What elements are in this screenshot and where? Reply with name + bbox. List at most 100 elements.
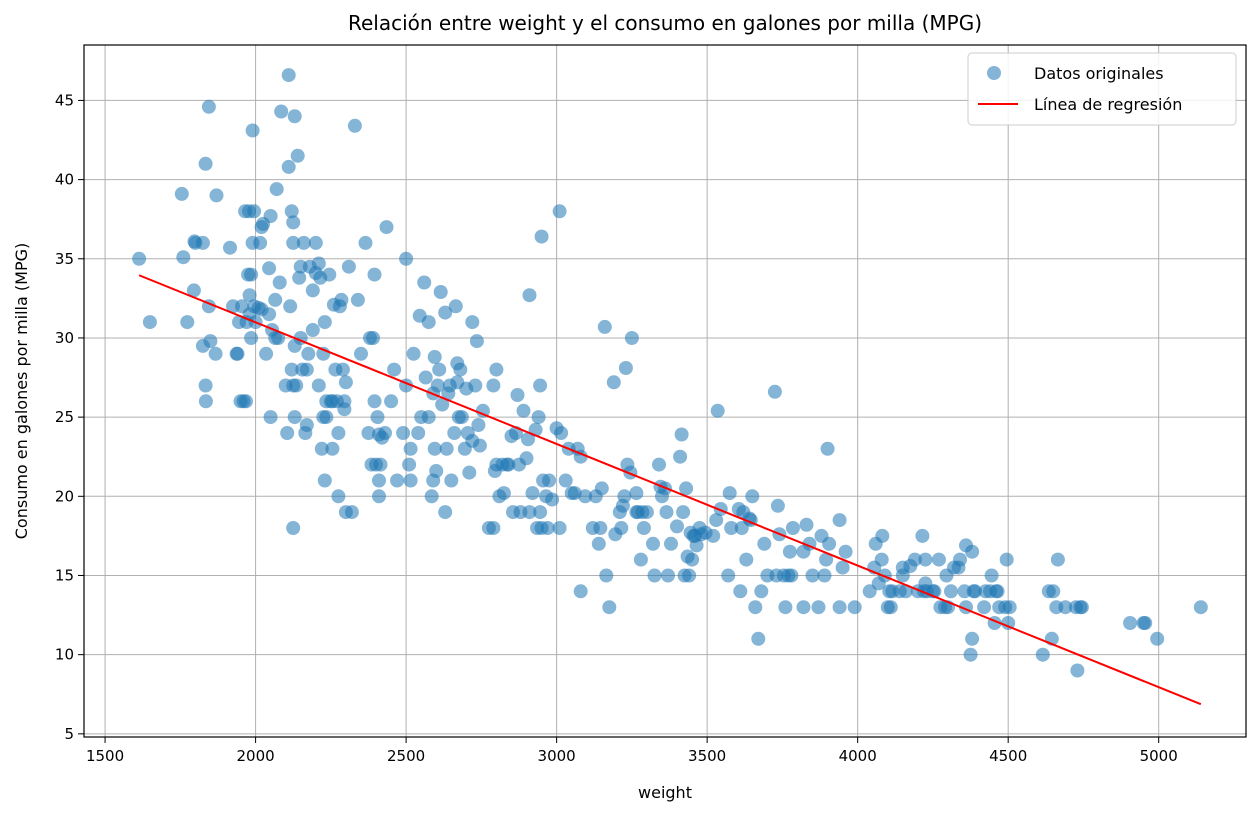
data-point	[757, 536, 772, 551]
scatter-points	[132, 68, 1208, 678]
x-tick-label: 2000	[236, 747, 274, 765]
data-point	[286, 521, 301, 535]
data-point	[314, 441, 329, 456]
data-point	[915, 528, 930, 543]
data-point	[317, 473, 332, 488]
y-tick-label: 25	[55, 408, 74, 426]
data-point	[745, 489, 760, 504]
data-point	[325, 441, 340, 456]
data-point	[895, 568, 910, 583]
data-point	[448, 299, 463, 314]
data-point	[652, 457, 666, 472]
data-point	[384, 394, 399, 409]
y-tick-label: 35	[55, 250, 74, 268]
x-tick-label: 3000	[538, 747, 576, 765]
data-point	[317, 315, 332, 330]
data-point	[629, 486, 644, 501]
data-point	[290, 148, 305, 163]
data-point	[679, 481, 694, 496]
data-point	[545, 492, 560, 507]
data-point	[1058, 600, 1073, 615]
data-point	[263, 209, 278, 223]
data-point	[475, 403, 490, 418]
data-point	[361, 426, 376, 440]
data-point	[286, 235, 301, 250]
data-point	[132, 251, 147, 266]
data-point	[429, 464, 444, 478]
data-point	[709, 513, 724, 528]
data-point	[372, 473, 386, 488]
data-point	[271, 331, 286, 345]
data-point	[269, 182, 284, 197]
data-point	[510, 388, 525, 402]
data-point	[659, 505, 674, 520]
data-point	[331, 426, 346, 440]
data-point	[1001, 616, 1016, 630]
data-point	[432, 362, 447, 377]
data-point	[944, 584, 958, 599]
data-point	[785, 521, 800, 535]
data-point	[673, 449, 688, 464]
data-point	[373, 457, 388, 472]
data-point	[489, 362, 504, 377]
data-point	[817, 568, 832, 583]
data-point	[1193, 600, 1208, 615]
data-point	[268, 292, 283, 307]
data-point	[594, 481, 609, 496]
data-point	[370, 410, 385, 425]
data-point	[472, 438, 487, 453]
legend-label-linea-regresion: Línea de regresión	[1034, 95, 1182, 114]
y-tick-label: 45	[55, 91, 74, 109]
data-point	[578, 489, 593, 504]
data-point	[918, 552, 933, 567]
data-point	[883, 600, 898, 615]
data-point	[378, 426, 392, 440]
data-point	[402, 457, 417, 472]
data-point	[350, 292, 365, 307]
x-tick-label: 4500	[989, 747, 1027, 765]
data-point	[284, 362, 299, 377]
data-point	[542, 473, 557, 488]
data-point	[430, 378, 445, 393]
data-point	[522, 288, 537, 303]
data-point	[322, 267, 337, 282]
data-point	[486, 521, 501, 535]
data-point	[1070, 663, 1085, 678]
data-point	[305, 283, 320, 298]
data-point	[447, 426, 462, 440]
data-point	[341, 259, 356, 274]
data-point	[284, 204, 299, 219]
data-point	[286, 215, 301, 230]
y-tick-label: 5	[64, 725, 74, 743]
y-axis-label: Consumo en galones por milla (MPG)	[12, 243, 31, 539]
data-point	[176, 250, 191, 265]
data-point	[292, 270, 307, 285]
x-axis-ticks: 1500 2000 2500 3000 3500 4000 4500 5000	[86, 737, 1178, 765]
data-point	[223, 240, 237, 255]
data-point	[670, 519, 684, 534]
data-point	[784, 568, 799, 583]
data-point	[308, 235, 323, 250]
data-point	[661, 568, 675, 583]
data-point	[835, 560, 850, 575]
data-point	[486, 378, 501, 393]
data-point	[274, 104, 289, 119]
data-point	[618, 361, 633, 375]
data-point	[247, 204, 262, 219]
data-point	[1150, 631, 1165, 646]
data-point	[874, 552, 889, 567]
data-point	[174, 186, 189, 201]
data-point	[201, 99, 216, 114]
data-point	[767, 384, 782, 399]
data-point	[739, 552, 754, 567]
data-point	[521, 432, 535, 447]
data-point	[1138, 616, 1153, 630]
data-point	[614, 521, 629, 535]
data-point	[208, 346, 223, 361]
data-point	[754, 584, 769, 599]
data-point	[573, 584, 588, 599]
data-point	[875, 528, 890, 543]
data-point	[710, 403, 725, 418]
data-point	[438, 505, 453, 520]
x-tick-label: 1500	[86, 747, 124, 765]
